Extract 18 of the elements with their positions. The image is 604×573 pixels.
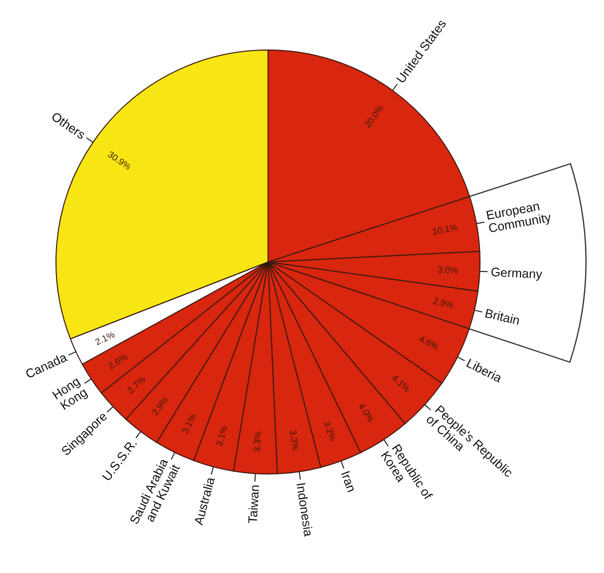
data-label: 3.1%: [214, 424, 230, 448]
data-label: 3.0%: [437, 264, 458, 276]
slice-label: Britain: [483, 306, 522, 328]
data-label: 2.9%: [432, 296, 454, 310]
data-label: 3.2%: [322, 420, 338, 442]
data-label: 4.6%: [417, 334, 440, 352]
text: 10.1%: [432, 222, 459, 237]
slice-label: Indonesia: [294, 482, 316, 538]
slice-label: Germany: [490, 265, 544, 282]
slice-label: Taiwan: [246, 484, 262, 524]
data-label: 2.1%: [94, 329, 116, 348]
slice-label: Iran: [338, 469, 359, 494]
data-label: 3.1%: [180, 412, 198, 436]
data-label: 3.3%: [252, 431, 264, 452]
data-label: 3.3%: [288, 429, 301, 451]
slice-label: Hong Kong: [50, 374, 90, 414]
slice-label: European Community: [484, 199, 553, 236]
slice-label: Australia: [192, 476, 218, 526]
